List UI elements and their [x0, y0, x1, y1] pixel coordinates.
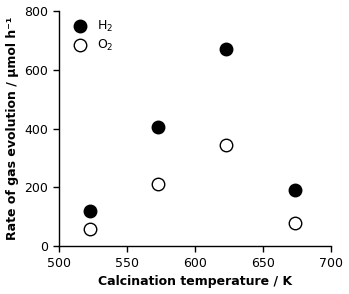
H$_2$: [224, 47, 229, 51]
H$_2$: [88, 209, 92, 213]
Line: O$_2$: O$_2$: [84, 138, 301, 235]
H$_2$: [156, 125, 160, 129]
Line: H$_2$: H$_2$: [84, 43, 301, 217]
Y-axis label: Rate of gas evolution / μmol h⁻¹: Rate of gas evolution / μmol h⁻¹: [6, 17, 18, 240]
Legend: H$_2$, O$_2$: H$_2$, O$_2$: [65, 17, 116, 56]
O$_2$: [88, 227, 92, 230]
H$_2$: [292, 189, 297, 192]
X-axis label: Calcination temperature / K: Calcination temperature / K: [98, 275, 292, 288]
O$_2$: [156, 182, 160, 186]
O$_2$: [292, 221, 297, 225]
O$_2$: [224, 143, 229, 146]
